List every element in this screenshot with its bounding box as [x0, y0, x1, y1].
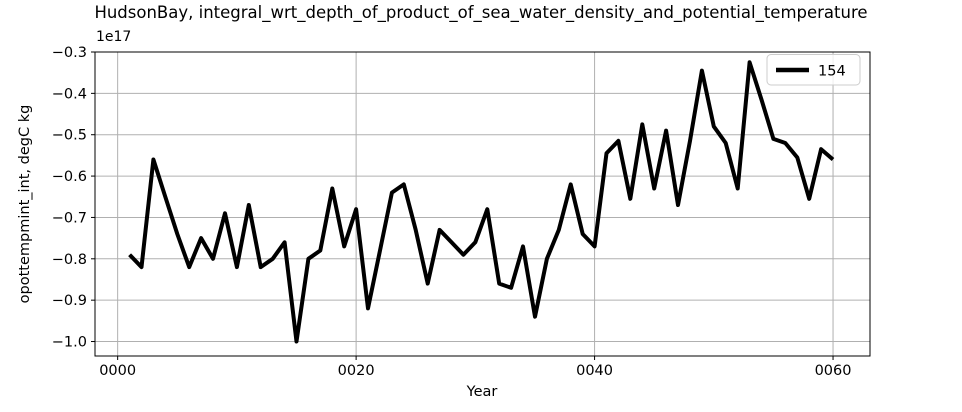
legend-label: 154: [818, 64, 846, 80]
y-axis-label: opottempmint_int, degC kg: [17, 104, 33, 304]
y-tick-label: −0.6: [52, 169, 87, 185]
y-tick-label: −0.7: [52, 210, 87, 226]
y-axis-offset-label: 1e17: [96, 29, 132, 45]
x-tick-label: 0000: [99, 363, 136, 379]
x-tick-label: 0060: [815, 363, 852, 379]
x-tick-label: 0020: [338, 363, 375, 379]
data-line-154: [128, 60, 835, 344]
x-tick-label: 0040: [576, 363, 613, 379]
legend-box: [766, 54, 861, 86]
y-tick-label: −0.9: [52, 293, 87, 309]
y-tick-label: −0.8: [52, 252, 87, 268]
y-tick-label: −1.0: [52, 335, 87, 351]
y-tick-label: −0.4: [52, 86, 87, 102]
legend: 154: [766, 54, 861, 86]
x-axis-label: Year: [466, 384, 498, 400]
chart-title: HudsonBay, integral_wrt_depth_of_product…: [94, 3, 868, 22]
y-tick-label: −0.5: [52, 128, 87, 144]
axes-border: [94, 51, 871, 357]
y-tick-label: −0.3: [52, 45, 87, 61]
